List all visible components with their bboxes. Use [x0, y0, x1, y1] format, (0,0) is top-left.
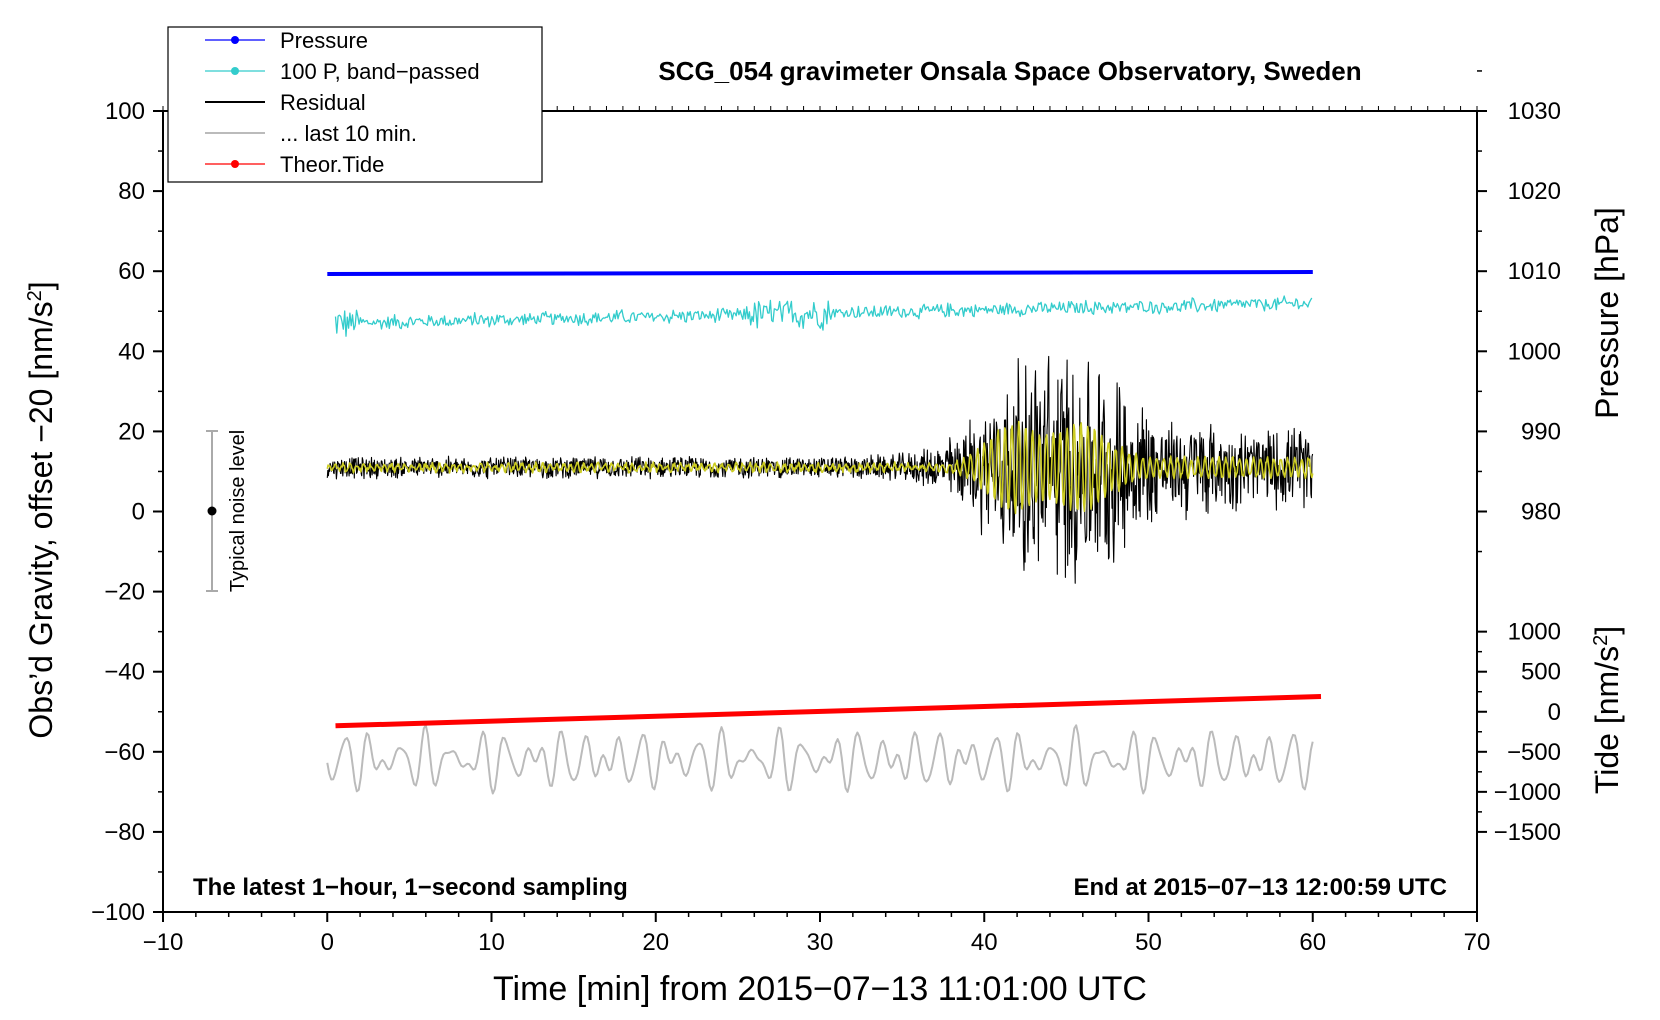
legend: Pressure 100 P, band−passed Residual ... la…	[167, 26, 543, 183]
y-axis-label-pressure: Pressure [hPa]	[1589, 207, 1625, 419]
legend-label: 100 P, band−passed	[280, 59, 480, 84]
y-axis-pressure: 980 990 1000 1010 1020 1030	[1477, 70, 1561, 553]
tide-tick-label: −500	[1507, 739, 1561, 766]
series-last-10-min	[326, 724, 1314, 795]
series-residual	[326, 355, 1314, 584]
series-theor-tide	[335, 694, 1322, 729]
y-tick-label: −100	[91, 899, 145, 926]
x-axis: −10 0 10 20 30 40 50 60 70	[143, 106, 1491, 956]
series-residual-low-passed	[326, 420, 1314, 515]
legend-marker	[231, 160, 239, 168]
y-tick-label: 80	[118, 178, 145, 205]
y-tick-label: 40	[118, 338, 145, 365]
tide-tick-label: 1000	[1508, 619, 1561, 646]
y-tick-label: 60	[118, 258, 145, 285]
pressure-tick-label: 980	[1521, 499, 1561, 526]
pressure-tick-label: 1030	[1508, 98, 1561, 125]
y-tick-label: −20	[104, 579, 145, 606]
x-tick-label: 20	[642, 929, 669, 956]
annotation-end-time: End at 2015−07−13 12:00:59 UTC	[1073, 874, 1447, 901]
y-axis-label-tide: Tide [nm/s2]	[1589, 626, 1625, 794]
legend-box	[167, 26, 543, 183]
x-tick-label: 60	[1299, 929, 1326, 956]
y-tick-label: 20	[118, 418, 145, 445]
y-axis-tide: −1500 −1000 −500 0 500 1000	[1477, 619, 1561, 846]
pressure-tick-label: 1000	[1508, 338, 1561, 365]
legend-marker	[231, 67, 239, 75]
noise-bar-center-dot	[207, 506, 217, 516]
x-tick-label: 40	[971, 929, 998, 956]
series-pressure-band-passed	[334, 295, 1313, 337]
pressure-tick-label: 990	[1521, 418, 1561, 445]
pressure-tick-label: 1020	[1508, 178, 1561, 205]
tide-tick-label: −1500	[1494, 819, 1561, 846]
noise-level-label: Typical noise level	[227, 430, 249, 592]
tide-tick-label: 500	[1521, 659, 1561, 686]
y-tick-label: −80	[104, 819, 145, 846]
y-axis-left: −100 −80 −60 −40 −20 0 20 40 60 80 100	[91, 98, 163, 926]
chart-title: SCG_054 gravimeter Onsala Space Observat…	[658, 56, 1361, 86]
x-tick-label: −10	[143, 929, 184, 956]
legend-label: Pressure	[280, 28, 368, 53]
x-tick-label: 50	[1135, 929, 1162, 956]
y-tick-label: 100	[105, 98, 145, 125]
pressure-tick-label: 1010	[1508, 258, 1561, 285]
series-layer	[326, 270, 1322, 795]
x-axis-label: Time [min] from 2015−07−13 11:01:00 UTC	[493, 970, 1147, 1008]
x-tick-label: 30	[807, 929, 834, 956]
y-tick-label: −60	[104, 739, 145, 766]
tide-tick-label: −1000	[1494, 779, 1561, 806]
x-tick-label: 70	[1464, 929, 1491, 956]
series-pressure	[327, 270, 1313, 276]
legend-label: ... last 10 min.	[280, 121, 417, 146]
x-tick-label: 0	[321, 929, 334, 956]
x-tick-label: 10	[478, 929, 505, 956]
legend-label: Theor.Tide	[280, 152, 384, 177]
noise-level-indicator: Typical noise level	[206, 430, 249, 592]
legend-marker	[231, 36, 239, 44]
annotation-sampling: The latest 1−hour, 1−second sampling	[193, 874, 628, 901]
y-axis-label-left: Obs’d Gravity, offset −20 [nm/s2]	[23, 281, 59, 738]
legend-label: Residual	[280, 90, 366, 115]
tide-tick-label: 0	[1548, 699, 1561, 726]
y-tick-label: −40	[104, 659, 145, 686]
y-tick-label: 0	[132, 499, 145, 526]
